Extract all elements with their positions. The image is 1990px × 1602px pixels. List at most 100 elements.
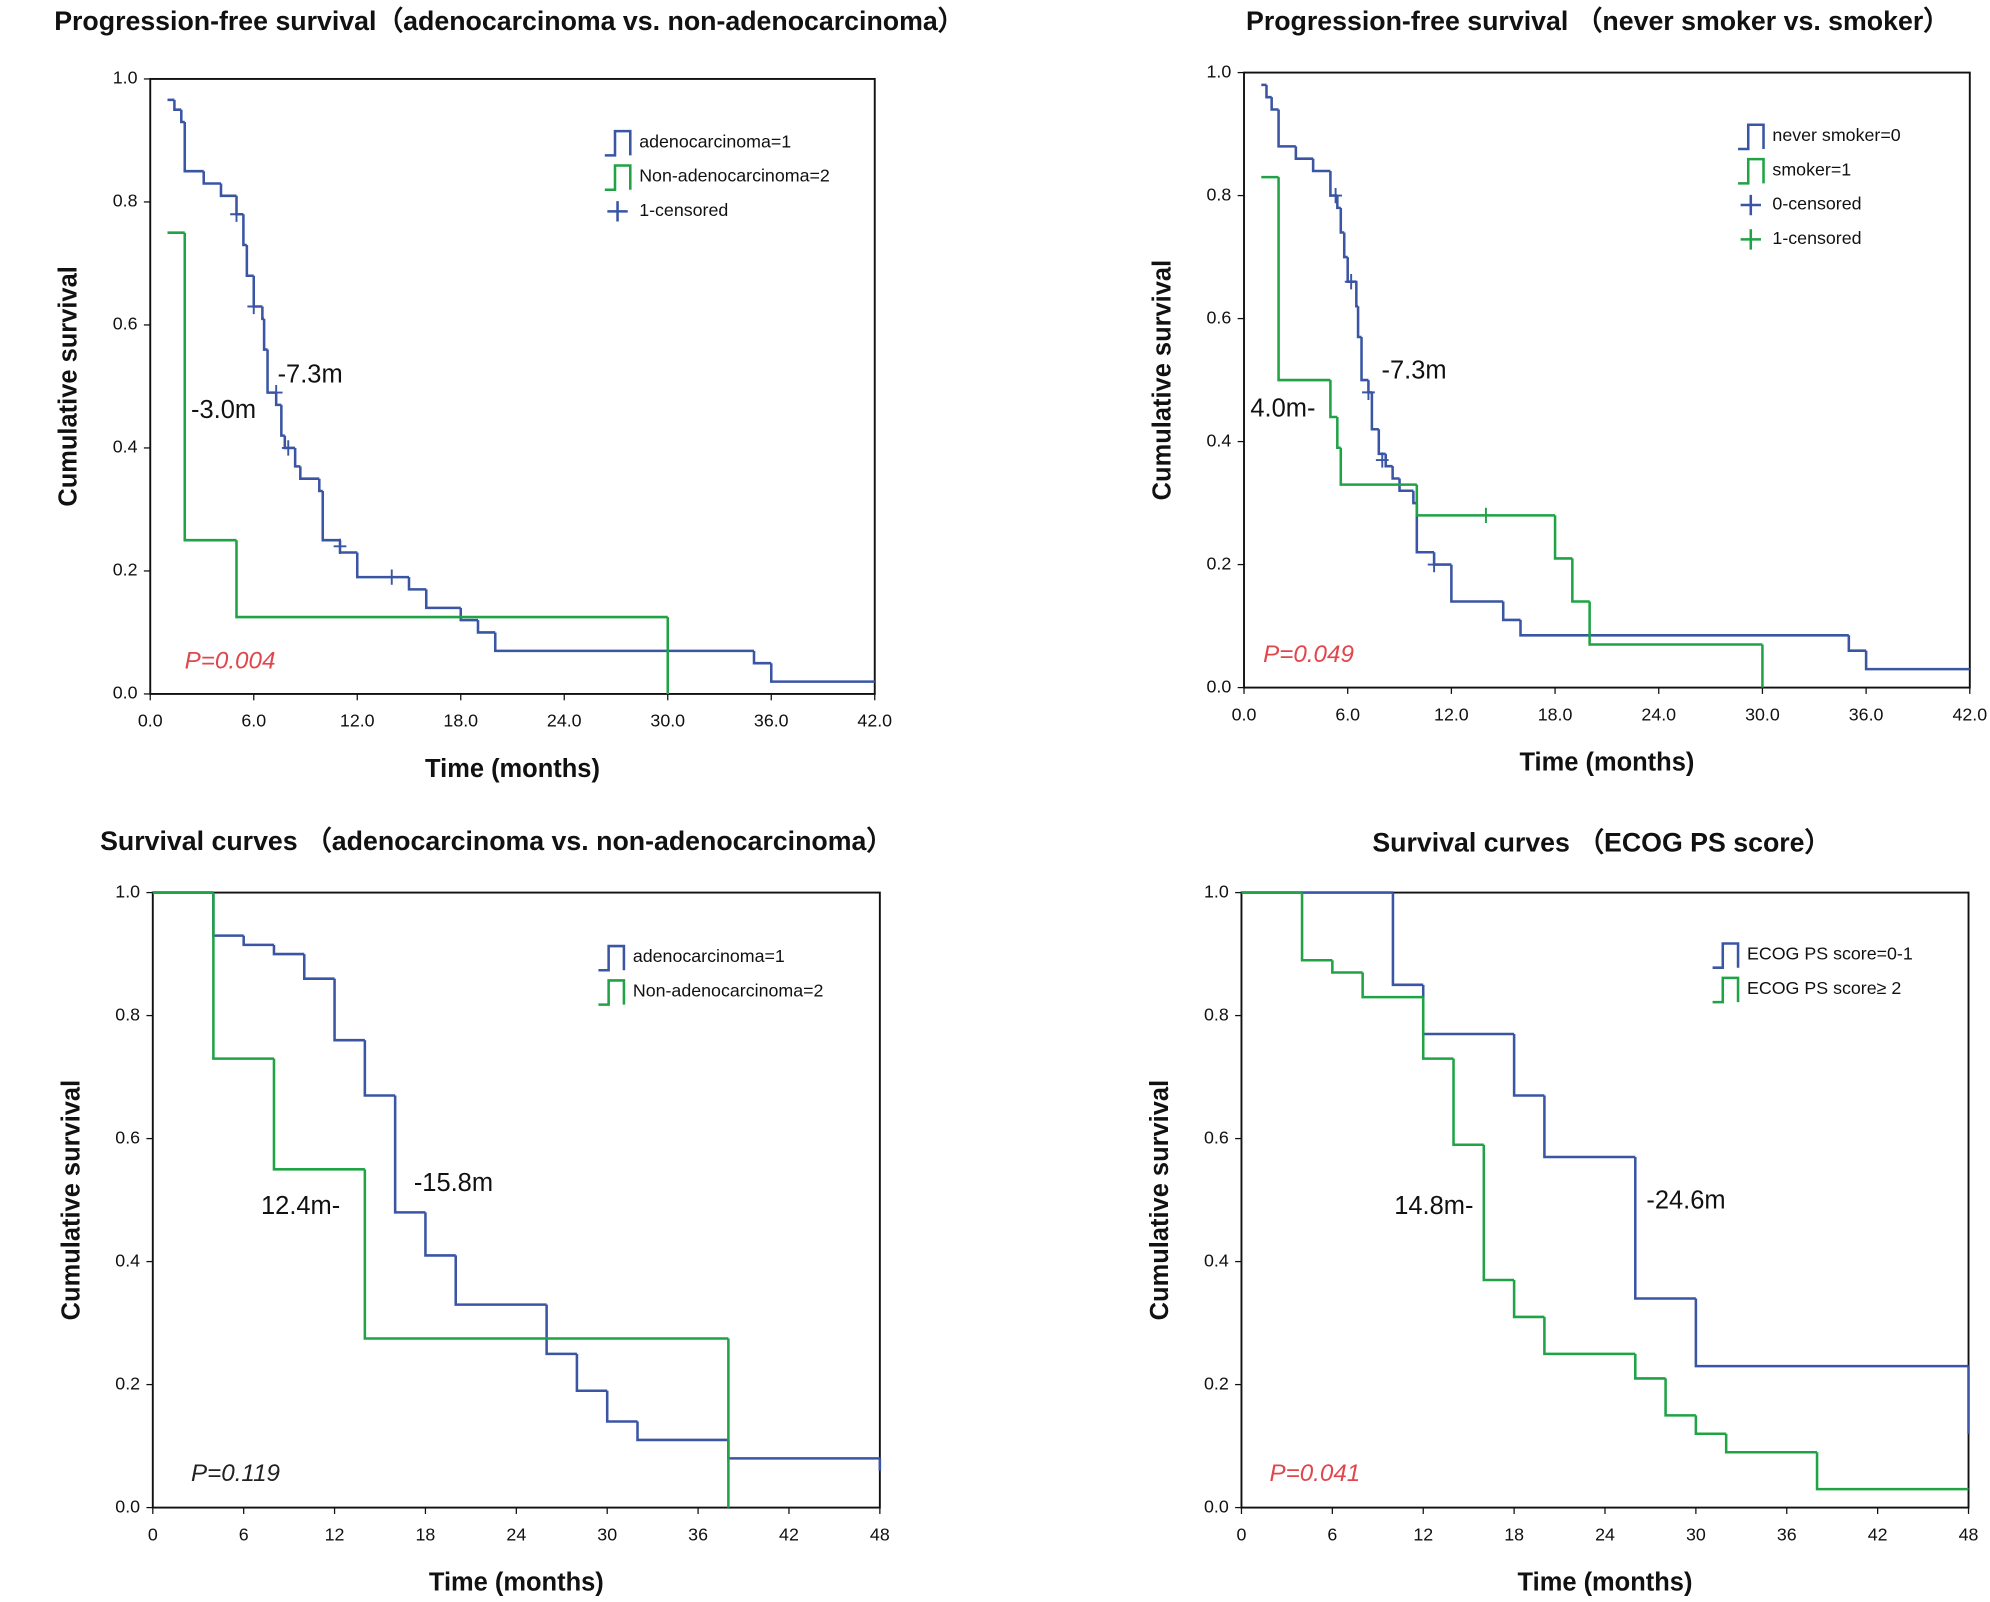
survival-step (1339, 447, 1417, 486)
y-axis-label: Cumulative survival (55, 266, 83, 506)
y-tick-label: 1.0 (115, 881, 140, 901)
x-tick-label: 12 (325, 1524, 345, 1544)
median-annotation: -15.8m (414, 1169, 493, 1197)
x-tick-label: 0 (1237, 1524, 1247, 1544)
x-tick-label: 18 (416, 1524, 436, 1544)
y-tick-label: 0.6 (1207, 307, 1232, 327)
chart-title: Survival curves （adenocarcinoma vs. non-… (100, 826, 893, 856)
x-tick-label: 12.0 (1434, 704, 1469, 724)
survival-step (245, 244, 254, 278)
survival-step (363, 1169, 729, 1340)
survival-step (1571, 558, 1590, 603)
survival-step (1512, 1034, 1545, 1097)
x-tick-label: 30.0 (650, 711, 685, 731)
legend-label: adenocarcinoma=1 (639, 131, 791, 151)
x-tick-label: 24 (506, 1524, 526, 1544)
legend-label: Non-adenocarcinoma=2 (639, 166, 830, 186)
survival-step (1432, 552, 1452, 566)
survival-step (1311, 158, 1331, 173)
survival-step (202, 171, 221, 185)
x-tick-label: 12.0 (340, 711, 375, 731)
legend-label: Non-adenocarcinoma=2 (633, 981, 824, 1001)
x-tick-label: 12 (1413, 1524, 1433, 1544)
legend-symbol (598, 979, 626, 1006)
median-annotation: -24.6m (1646, 1187, 1725, 1215)
censor-mark (247, 298, 261, 315)
survival-step (476, 620, 496, 634)
y-tick-label: 0.0 (113, 683, 138, 703)
x-tick-label: 0.0 (138, 711, 163, 731)
survival-step (302, 954, 335, 980)
survival-step (1694, 1298, 1969, 1368)
survival-step (1391, 466, 1400, 480)
survival-step (1370, 392, 1379, 431)
x-axis-label: Time (months) (1519, 749, 1694, 777)
legend-label: adenocarcinoma=1 (633, 946, 785, 966)
survival-step (545, 1304, 577, 1356)
legend-label: never smoker=0 (1772, 125, 1900, 145)
legend-label: 0-censored (1772, 194, 1861, 214)
legend-label: smoker=1 (1772, 159, 1851, 179)
survival-step (272, 1058, 365, 1171)
chart-title: Progression-free survival （never smoker … (1246, 6, 1950, 36)
censor-mark (1344, 274, 1358, 290)
y-tick-label: 0.0 (1204, 1496, 1229, 1516)
median-annotation: -7.3m (278, 360, 343, 388)
y-tick-label: 0.4 (115, 1250, 140, 1270)
survival-step (1543, 1095, 1636, 1159)
chart-title: Progression-free survival（adenocarcinoma… (54, 6, 964, 36)
y-tick-label: 1.0 (1204, 881, 1229, 901)
x-tick-label: 30 (1686, 1524, 1706, 1544)
survival-step (1339, 207, 1345, 234)
survival-step (1384, 453, 1393, 468)
survival-step (272, 944, 305, 956)
x-tick-label: 42.0 (1952, 704, 1987, 724)
legend-symbol (598, 944, 626, 972)
y-axis-label: Cumulative survival (57, 1080, 85, 1321)
survival-step (1588, 601, 1763, 646)
legend-symbol (1712, 976, 1740, 1004)
x-tick-label: 24.0 (1641, 704, 1676, 724)
censor-mark (1375, 452, 1389, 468)
survival-step (219, 183, 237, 198)
legend-label: 1-censored (1772, 228, 1861, 248)
y-tick-label: 0.6 (113, 314, 138, 334)
chart-panel: Progression-free survival （never smoker … (1149, 6, 1988, 777)
survival-step (299, 466, 320, 480)
x-tick-label: 42 (1868, 1524, 1888, 1544)
legend-symbol (1738, 123, 1765, 151)
y-tick-label: 1.0 (1207, 61, 1232, 81)
survival-step (769, 663, 875, 683)
survival-step (1553, 515, 1573, 560)
y-tick-label: 0.2 (113, 560, 138, 580)
survival-step (212, 892, 244, 937)
survival-step (252, 275, 263, 308)
survival-step (363, 1040, 396, 1097)
censor-mark (269, 384, 283, 401)
survival-step (318, 478, 323, 493)
survival-step (459, 607, 479, 622)
survival-step (293, 447, 301, 468)
y-axis-label: Cumulative survival (1146, 1080, 1174, 1321)
censor-mark (230, 206, 243, 222)
y-tick-label: 0.4 (1207, 430, 1232, 450)
x-tick-label: 48 (1959, 1524, 1979, 1544)
y-tick-label: 0.0 (115, 1496, 140, 1516)
survival-step (1398, 478, 1414, 493)
figure-content: Progression-free survival（adenocarcinoma… (54, 6, 1987, 1597)
y-tick-label: 0.8 (1207, 184, 1232, 204)
median-annotation: -7.3m (1382, 357, 1447, 385)
y-tick-label: 0.2 (1204, 1373, 1229, 1393)
censor-mark (333, 538, 347, 554)
survival-step (280, 404, 285, 437)
legend-symbol (1738, 157, 1765, 185)
survival-step (321, 490, 341, 542)
chart-panel: Survival curves （adenocarcinoma vs. non-… (57, 826, 893, 1597)
survival-step (1277, 177, 1331, 382)
y-tick-label: 0.6 (1204, 1127, 1229, 1147)
x-axis-label: Time (months) (1518, 1569, 1693, 1597)
legend-label: ECOG PS score≥ 2 (1747, 978, 1901, 998)
survival-step (1377, 429, 1386, 456)
x-tick-label: 36 (1777, 1524, 1797, 1544)
x-tick-label: 0 (148, 1524, 158, 1544)
